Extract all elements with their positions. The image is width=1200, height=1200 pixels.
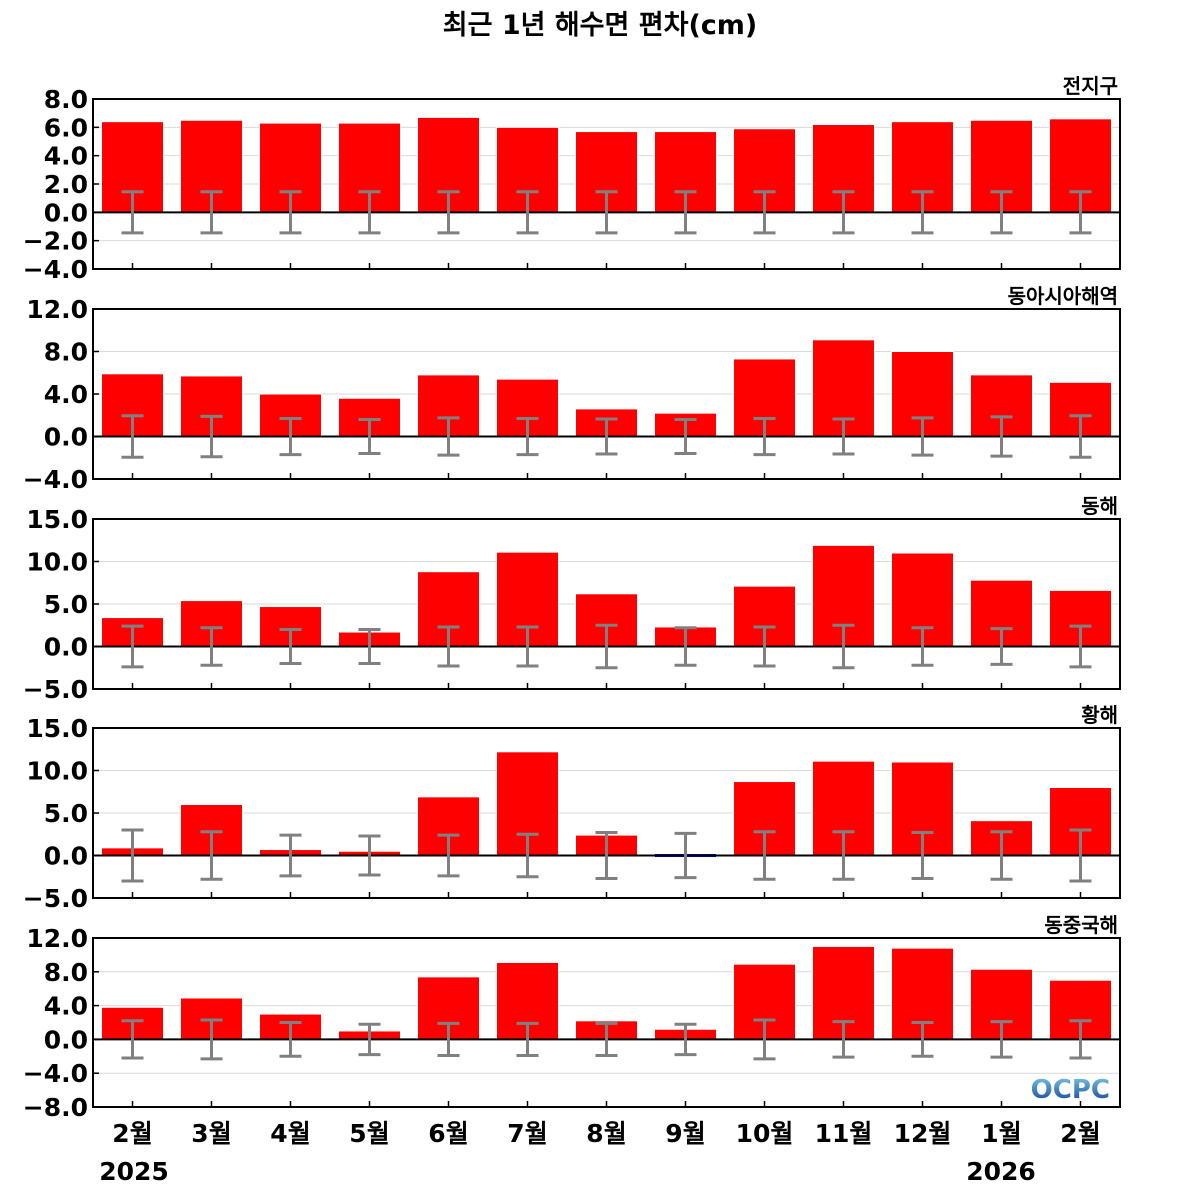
month-label: 5월 bbox=[349, 1119, 389, 1148]
y-tick-label: 8.0 bbox=[44, 958, 88, 987]
year-label-start: 2025 bbox=[99, 1157, 169, 1186]
panel-5: −8.0 −4.0 0.0 4.0 8.0 12.0 동중국해 bbox=[23, 913, 1121, 1122]
month-label: 4월 bbox=[270, 1119, 310, 1148]
panel-2: −4.0 0.0 4.0 8.0 12.0 동아시아해역 bbox=[23, 284, 1121, 494]
y-tick-label: 15.0 bbox=[26, 505, 88, 534]
month-label: 11월 bbox=[815, 1119, 873, 1148]
month-axis: 2월 3월 4월 5월 6월 7월 8월 9월 10월 11월 12월 1월 2월 bbox=[112, 1119, 1100, 1148]
panel-4: −5.0 0.0 5.0 10.0 15.0 황해 bbox=[23, 703, 1121, 913]
y-tick-label: 5.0 bbox=[44, 590, 88, 619]
y-tick-label: 0.0 bbox=[44, 423, 88, 452]
figure-title: 최근 1년 해수면 편차(cm) bbox=[443, 10, 758, 41]
logo-text: OCPC bbox=[1031, 1075, 1110, 1105]
month-label: 9월 bbox=[665, 1119, 705, 1148]
month-label: 2월 bbox=[1060, 1119, 1100, 1148]
y-tick-label: 10.0 bbox=[26, 757, 88, 786]
bar bbox=[496, 751, 559, 856]
region-label: 동해 bbox=[1081, 494, 1118, 518]
y-tick-label: −5.0 bbox=[23, 675, 88, 704]
y-tick-label: −2.0 bbox=[23, 227, 88, 256]
ocpc-logo: OCPC bbox=[1031, 1075, 1110, 1105]
region-label: 동아시아해역 bbox=[1008, 284, 1118, 308]
y-tick-label: −5.0 bbox=[23, 884, 88, 913]
y-tick-label: 5.0 bbox=[44, 799, 88, 828]
y-tick-label: −4.0 bbox=[23, 255, 88, 284]
panel-3: −5.0 0.0 5.0 10.0 15.0 동해 bbox=[23, 494, 1121, 704]
y-tick-label: −4.0 bbox=[23, 465, 88, 494]
region-label: 동중국해 bbox=[1044, 913, 1118, 937]
month-label: 12월 bbox=[894, 1119, 952, 1148]
y-tick-label: 10.0 bbox=[26, 548, 88, 577]
month-label: 8월 bbox=[586, 1119, 626, 1148]
chart-panels: −4.0−2.00.02.04.06.08.0 전지구−4.00.04.08.01… bbox=[23, 74, 1121, 1122]
region-label: 황해 bbox=[1081, 703, 1118, 727]
y-tick-label: 15.0 bbox=[26, 714, 88, 743]
region-label: 전지구 bbox=[1063, 74, 1118, 98]
y-tick-label: −4.0 bbox=[23, 1059, 88, 1088]
y-tick-label: 6.0 bbox=[44, 113, 88, 142]
y-tick-label: 0.0 bbox=[44, 633, 88, 662]
month-label: 7월 bbox=[507, 1119, 547, 1148]
y-tick-label: −8.0 bbox=[23, 1093, 88, 1122]
y-tick-label: 2.0 bbox=[44, 170, 88, 199]
y-tick-label: 12.0 bbox=[26, 295, 88, 324]
month-label: 10월 bbox=[736, 1119, 794, 1148]
panel-1: −4.0−2.00.02.04.06.08.0 전지구 bbox=[23, 74, 1121, 284]
y-tick-label: 0.0 bbox=[44, 198, 88, 227]
y-tick-label: 4.0 bbox=[44, 992, 88, 1021]
month-label: 3월 bbox=[191, 1119, 231, 1148]
y-tick-label: 0.0 bbox=[44, 842, 88, 871]
month-label: 1월 bbox=[981, 1119, 1021, 1148]
y-tick-label: 0.0 bbox=[44, 1025, 88, 1054]
y-tick-label: 8.0 bbox=[44, 338, 88, 367]
year-label-end: 2026 bbox=[966, 1157, 1036, 1186]
month-label: 2월 bbox=[112, 1119, 152, 1148]
y-tick-label: 8.0 bbox=[44, 85, 88, 114]
y-tick-label: 12.0 bbox=[26, 924, 88, 953]
month-label: 6월 bbox=[428, 1119, 468, 1148]
y-tick-label: 4.0 bbox=[44, 380, 88, 409]
y-tick-label: 4.0 bbox=[44, 142, 88, 171]
